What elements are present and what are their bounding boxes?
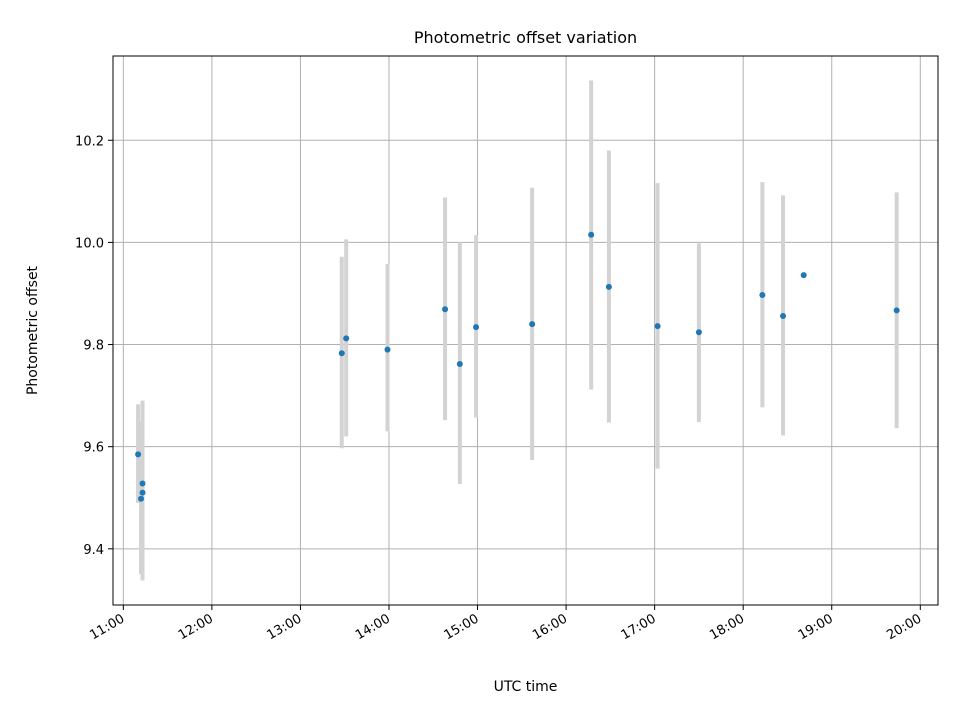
- data-points: [135, 231, 900, 502]
- data-point: [529, 321, 536, 328]
- data-point: [695, 329, 702, 336]
- y-axis-label: Photometric offset: [25, 265, 41, 395]
- y-tick-label: 10.2: [75, 134, 104, 149]
- data-point: [654, 323, 661, 330]
- plot-frame: [112, 55, 939, 606]
- data-point: [456, 360, 463, 367]
- data-point: [338, 350, 345, 357]
- y-tick-label: 9.4: [83, 543, 104, 558]
- data-point: [473, 324, 480, 331]
- y-tick-label: 10.0: [75, 236, 104, 251]
- data-point: [893, 307, 900, 314]
- data-point: [139, 489, 146, 496]
- data-point: [135, 451, 142, 458]
- data-point: [800, 272, 807, 279]
- data-point: [384, 346, 391, 353]
- data-point: [139, 480, 146, 487]
- data-point: [759, 292, 766, 299]
- chart-title: Photometric offset variation: [414, 28, 637, 47]
- data-point: [442, 306, 449, 313]
- data-point: [605, 283, 612, 290]
- y-tick-label: 9.6: [83, 441, 104, 456]
- y-tick-label: 9.8: [83, 339, 104, 354]
- data-point: [343, 335, 350, 342]
- data-point: [780, 312, 787, 319]
- data-point: [138, 495, 145, 502]
- x-axis-label: UTC time: [494, 679, 558, 695]
- data-point: [588, 231, 595, 238]
